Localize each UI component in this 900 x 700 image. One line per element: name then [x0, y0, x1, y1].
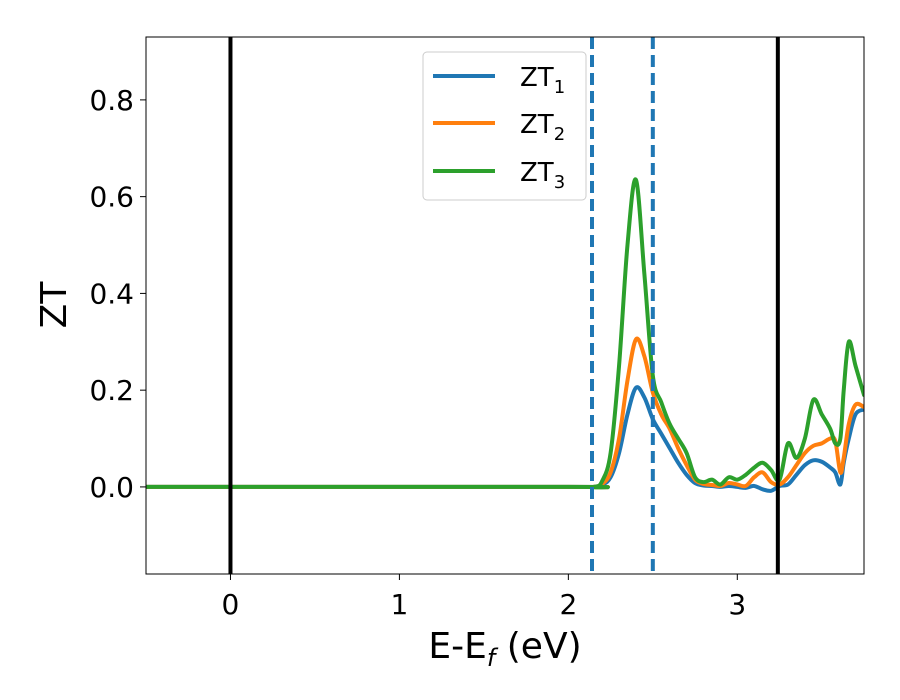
legend-box [422, 51, 587, 201]
legend: ZT1 ZT2 ZT3 [422, 51, 587, 201]
y-tick-label: 0.6 [89, 181, 134, 214]
series-layer [146, 177, 864, 493]
y-axis-ticks: 0.0 0.2 0.4 0.6 0.8 [89, 84, 146, 504]
y-tick-label: 0.4 [89, 277, 134, 310]
x-axis-title-main: E-E [428, 626, 486, 667]
legend-label-zt2: ZT2 [520, 110, 565, 145]
x-axis-title: E-Ef (eV) [428, 626, 581, 672]
y-tick-label: 0.2 [89, 374, 134, 407]
x-tick-label: 3 [728, 588, 746, 621]
legend-label-zt3: ZT3 [520, 158, 565, 193]
y-tick-label: 0.8 [89, 84, 134, 117]
y-axis-title: ZT [34, 281, 75, 329]
x-axis-ticks: 0 1 2 3 [222, 574, 746, 621]
x-tick-label: 0 [222, 588, 240, 621]
x-tick-label: 1 [390, 588, 408, 621]
legend-label-zt1: ZT1 [520, 63, 565, 98]
x-tick-label: 2 [559, 588, 577, 621]
series-line-zt3 [146, 177, 864, 490]
y-tick-label: 0.0 [89, 471, 134, 504]
plot-frame [145, 36, 865, 575]
vline-layer [228, 37, 780, 574]
x-axis-title-unit: (eV) [495, 626, 581, 667]
